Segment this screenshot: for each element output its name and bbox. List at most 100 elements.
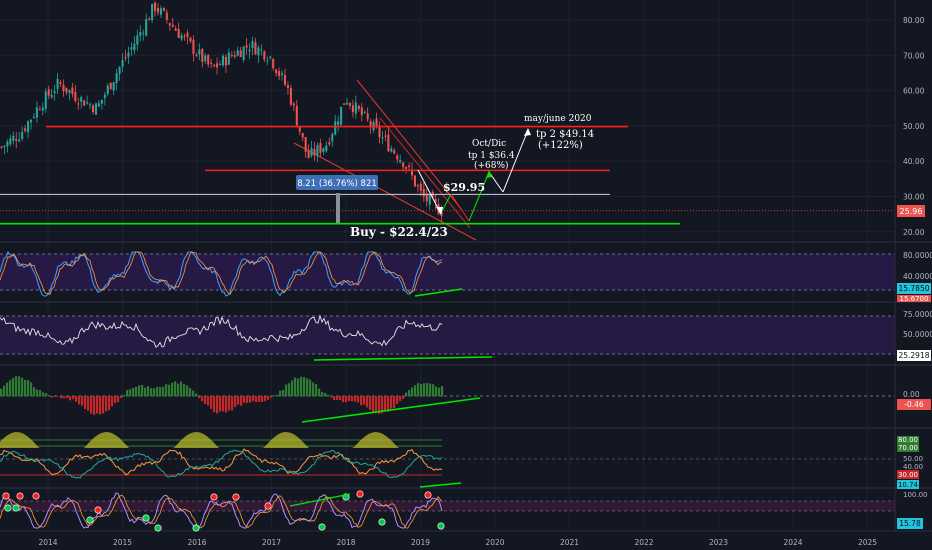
- signal-marker: [4, 504, 12, 512]
- histogram-bar: [360, 396, 363, 406]
- candle-body: [419, 183, 422, 191]
- histogram-bar: [390, 396, 393, 409]
- candle-body: [408, 165, 411, 168]
- candle-body: [275, 69, 278, 74]
- histogram-bar: [3, 385, 6, 397]
- candle-body: [337, 121, 340, 125]
- channel-mid-line: [379, 117, 471, 229]
- histogram-bar: [210, 396, 213, 409]
- histogram-bar: [441, 386, 444, 397]
- measure-label-box: [296, 175, 378, 190]
- time-axis-label: 2023: [709, 538, 728, 547]
- annotation-tp2-line2: (+122%): [538, 140, 583, 151]
- candle-body: [159, 8, 162, 15]
- candle-body: [322, 148, 325, 152]
- histogram-bar: [135, 386, 138, 397]
- price-axis-label: 60.00: [903, 87, 925, 96]
- histogram-bar: [162, 386, 165, 397]
- candle-body: [422, 188, 425, 197]
- candle-body: [68, 90, 71, 93]
- histogram-bar: [318, 388, 321, 397]
- osc3-badge: [897, 399, 931, 410]
- projection-path-green-1: [440, 193, 452, 214]
- osc2-tick-75: 75.0000: [903, 310, 932, 319]
- candle-body: [109, 82, 112, 90]
- osc2-tick-50: 50.0000: [903, 330, 932, 339]
- candle-body: [97, 103, 100, 107]
- histogram-bar: [369, 396, 372, 411]
- candle-body: [218, 64, 222, 66]
- candle-body: [151, 3, 154, 20]
- histogram-bar: [42, 392, 45, 397]
- candle-body: [94, 103, 98, 115]
- histogram-bar: [126, 390, 129, 397]
- histogram-bar: [198, 396, 201, 399]
- candle-body: [118, 67, 121, 74]
- histogram-bar: [387, 396, 390, 412]
- candle-body: [278, 71, 281, 76]
- histogram-bar: [180, 381, 183, 397]
- candle-body: [328, 142, 331, 145]
- histogram-bar: [252, 396, 255, 402]
- osc1-d-line: [0, 251, 443, 296]
- candle-body: [239, 50, 242, 58]
- candle-body: [207, 55, 210, 65]
- time-axis-label: 2025: [858, 538, 877, 547]
- histogram-bar: [78, 396, 81, 405]
- candle-body: [86, 102, 89, 104]
- candle-body: [369, 121, 372, 127]
- histogram-bar: [57, 396, 60, 397]
- osc5-signal-markers: [2, 490, 445, 532]
- histogram-bar: [339, 396, 342, 401]
- time-axis-label: 2021: [560, 538, 579, 547]
- histogram-bar: [294, 377, 297, 397]
- candle-body: [360, 107, 363, 116]
- candle-body: [301, 132, 304, 138]
- histogram-bar: [411, 387, 414, 397]
- candle-body: [216, 63, 219, 68]
- time-axis-label: 2024: [783, 538, 802, 547]
- histogram-bar: [396, 396, 399, 404]
- histogram-bar: [219, 396, 222, 412]
- histogram-bar: [327, 394, 330, 397]
- histogram-bar: [90, 396, 93, 414]
- histogram-bar: [183, 384, 186, 397]
- candle-body: [410, 169, 414, 176]
- histogram-bar: [351, 396, 354, 402]
- histogram-bar: [6, 382, 9, 397]
- candle-body: [319, 143, 322, 153]
- histogram-bar: [255, 396, 258, 403]
- osc1-badge-text: 15.7850: [898, 284, 929, 293]
- histogram-bar: [231, 396, 234, 411]
- candle-body: [165, 12, 168, 20]
- histogram-bar: [117, 396, 120, 403]
- price-axis-label: 50.00: [903, 122, 925, 131]
- candle-body: [189, 37, 192, 42]
- candle-body: [340, 106, 343, 125]
- candle-body: [186, 32, 189, 37]
- histogram-bar: [261, 396, 264, 402]
- candle-body: [213, 64, 216, 67]
- candle-body: [47, 89, 50, 96]
- osc4-badge-80: [897, 436, 919, 443]
- time-axis-label: 2022: [634, 538, 653, 547]
- price-pane: 8.21 (36.76%) 821 Buy - $22.4/23 $29.95 …: [0, 0, 925, 241]
- osc4-divergence-line: [419, 482, 462, 488]
- histogram-bar: [354, 396, 357, 402]
- candle-body: [310, 148, 313, 156]
- osc4-cloud: [0, 432, 443, 448]
- annotation-buy: Buy - $22.4/23: [350, 225, 448, 239]
- candle-body: [348, 102, 352, 106]
- histogram-bar: [81, 396, 84, 406]
- histogram-bar: [24, 379, 27, 397]
- histogram-bar: [60, 396, 63, 399]
- candlesticks: [0, 0, 443, 223]
- histogram-bar: [207, 396, 210, 406]
- osc1-k-line: [0, 251, 443, 297]
- candle-body: [136, 35, 139, 45]
- candle-body: [230, 54, 233, 56]
- candle-body: [295, 105, 298, 126]
- candle-body: [345, 102, 349, 105]
- histogram-bar: [54, 396, 57, 397]
- histogram-bar: [102, 396, 105, 414]
